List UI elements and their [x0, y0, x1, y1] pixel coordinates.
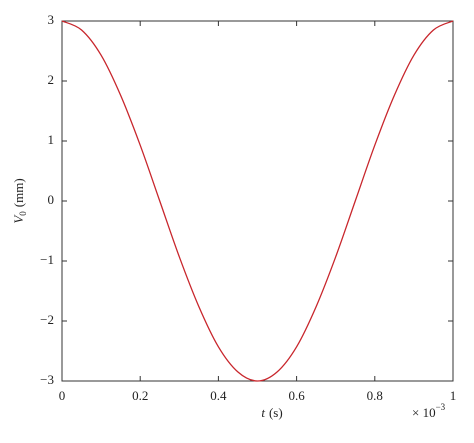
x-tick-label: 0.6 [288, 388, 305, 403]
x-tick-label: 1 [450, 388, 457, 403]
y-axis-label: V0 (mm) [11, 178, 28, 223]
x-unit: (s) [269, 405, 283, 420]
x-axis-label: t (s) [261, 405, 282, 420]
x-tick-label: 0.8 [367, 388, 383, 403]
y-tick-label: −1 [40, 252, 54, 267]
x-scale-exponent: −3 [436, 402, 446, 412]
y-tick-label: −3 [40, 372, 54, 387]
x-tick-label: 0 [59, 388, 66, 403]
y-tick-label: 2 [48, 72, 55, 87]
plot-frame [61, 20, 454, 382]
y-tick-label: −2 [40, 312, 54, 327]
y-unit: (mm) [11, 178, 26, 207]
x-scale-base: × 10 [412, 405, 436, 420]
y-tick-label: 3 [48, 12, 55, 27]
y-subscript: 0 [18, 211, 28, 216]
x-tick-label: 0.4 [210, 388, 227, 403]
y-symbol: V [11, 214, 26, 224]
x-symbol: t [261, 405, 265, 420]
y-tick-label: 0 [48, 192, 55, 207]
x-tick-label: 0.2 [132, 388, 148, 403]
x-scale-label: × 10−3 [412, 402, 446, 420]
data-line [61, 20, 454, 382]
y-tick-label: 1 [48, 132, 55, 147]
